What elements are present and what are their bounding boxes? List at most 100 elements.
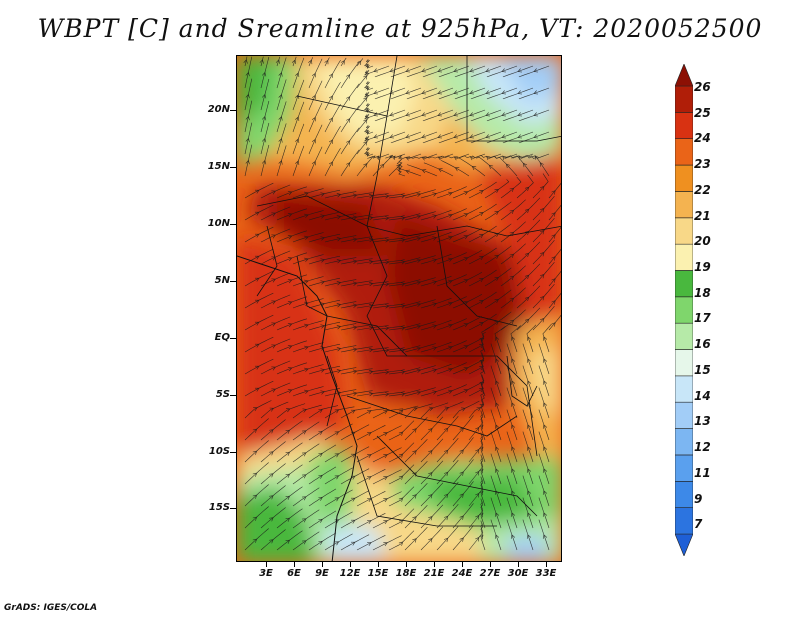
streamline-arrow [352, 391, 358, 396]
streamline-arrow [533, 90, 538, 95]
streamline-arrow [517, 112, 522, 117]
streamline-arrow [540, 251, 545, 257]
streamline-arrow [287, 389, 293, 394]
map-panel [236, 55, 562, 562]
streamline-arrow [400, 194, 406, 199]
streamline-arrow [351, 453, 356, 458]
streamline-arrow [494, 321, 500, 326]
streamline-arrow [479, 404, 485, 408]
streamline-arrow [448, 257, 453, 262]
streamline-arrow [428, 538, 433, 543]
streamline-arrow [398, 497, 404, 502]
streamline-arrow [542, 534, 548, 539]
streamline-arrow [453, 90, 458, 95]
streamline-arrow [517, 90, 522, 95]
streamline-arrow [510, 424, 516, 429]
colorbar-segment [675, 112, 693, 140]
colorbar-segments [675, 64, 693, 556]
streamline-arrow [421, 90, 426, 95]
streamline-arrow [287, 257, 293, 262]
streamline-arrow [510, 512, 516, 517]
streamline-arrow [494, 534, 500, 539]
streamline-arrow [428, 428, 433, 433]
streamline-arrow [453, 134, 458, 139]
streamline-arrow [443, 493, 449, 499]
streamline-arrow [336, 347, 342, 352]
streamline-arrow [448, 235, 453, 240]
streamline-arrow [320, 214, 326, 219]
streamline-arrow [524, 296, 530, 302]
streamline-arrow [469, 112, 474, 117]
streamline-arrow [463, 301, 469, 306]
streamline-arrow [453, 112, 458, 117]
streamline-arrow [368, 193, 374, 199]
streamline-arrow [334, 431, 340, 436]
streamline-arrow [494, 211, 500, 216]
streamline-arrow [389, 90, 394, 95]
streamline-arrow [533, 134, 538, 139]
streamline-arrow [432, 302, 437, 307]
streamline-arrow [271, 344, 276, 349]
streamline-arrow [253, 407, 258, 412]
streamline-arrow [304, 389, 309, 394]
streamline-arrow [479, 234, 484, 239]
streamline-arrow [469, 134, 474, 139]
streamline-arrow [540, 207, 545, 213]
colorbar-segment [675, 349, 693, 377]
streamline-arrow [479, 424, 484, 430]
streamline-arrow [261, 93, 267, 99]
streamline-arrow [400, 348, 406, 353]
streamline-arrow [368, 369, 374, 375]
streamline-arrow [295, 116, 300, 121]
colorbar-segment [675, 454, 693, 482]
lon-tick [406, 562, 407, 567]
streamline-arrow [432, 258, 437, 263]
colorbar-label-11: 11 [694, 466, 711, 480]
streamline-arrow [384, 260, 390, 265]
streamline-arrow [416, 214, 422, 219]
colorbar-segment [675, 296, 693, 324]
streamline-arrow [304, 323, 309, 328]
streamline-arrow [364, 107, 369, 113]
streamline-arrow [351, 541, 356, 546]
streamline-arrow [328, 117, 333, 122]
streamline-arrow [383, 542, 388, 547]
streamline-arrow [509, 275, 515, 281]
streamline-arrow [380, 163, 385, 169]
streamline-arrow [255, 365, 260, 370]
streamline-arrow [551, 212, 556, 217]
streamline-arrow [479, 534, 484, 540]
streamline-arrow [346, 140, 351, 145]
streamline-arrow [328, 95, 333, 100]
streamline-arrow [346, 118, 351, 123]
streamline-arrow [542, 424, 548, 429]
streamline-arrow [255, 321, 260, 326]
lon-tick [518, 562, 519, 567]
streamline-arrow [389, 68, 394, 73]
streamline-arrow [252, 428, 258, 433]
streamline-arrow [475, 470, 480, 476]
streamline-arrow [336, 281, 342, 286]
lon-tick [462, 562, 463, 567]
streamline-arrow [416, 236, 422, 241]
streamline-arrow [373, 90, 378, 95]
streamline-arrow [373, 68, 378, 73]
streamline-arrow [494, 468, 500, 473]
lon-tick [546, 562, 547, 567]
streamline-arrow [494, 233, 500, 238]
lon-label-12e: 12E [339, 568, 361, 579]
streamline-arrow [421, 134, 426, 139]
streamline-arrow [428, 472, 433, 477]
streamline-arrow [526, 424, 532, 429]
streamline-arrow [494, 299, 500, 304]
streamline-arrow [540, 273, 545, 279]
streamline-arrow [275, 59, 280, 64]
streamline-arrow [486, 155, 491, 161]
streamline-arrow [285, 429, 291, 434]
streamline-arrow [510, 358, 516, 363]
streamline-arrow [551, 322, 556, 327]
streamline-arrow [352, 325, 358, 330]
streamline-arrow [351, 409, 356, 414]
streamline-arrow [400, 260, 406, 265]
streamline-arrow [551, 234, 556, 239]
